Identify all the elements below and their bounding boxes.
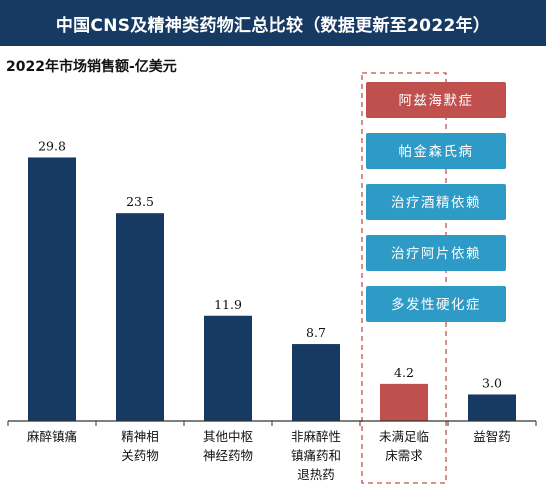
annotation-box-label: 多发性硬化症 [391,296,481,313]
x-tick-label: 麻醉镇痛 [27,429,77,444]
x-tick-label: 退热药 [297,467,335,482]
chart-title: 中国CNS及精神类药物汇总比较（数据更新至2022年） [0,0,546,46]
x-tick-label: 精神相 [121,429,159,444]
x-tick-label: 其他中枢 [203,429,253,444]
bar [28,157,76,422]
bar [468,394,516,421]
annotation-box [366,133,506,169]
chart-subtitle: 2022年市场销售额-亿美元 [6,59,177,75]
x-tick-label: 关药物 [121,448,159,463]
annotation-box [366,184,506,220]
bar-value-label: 4.2 [394,365,414,380]
x-tick-label: 镇痛药和 [291,448,341,463]
x-tick-label: 神经药物 [203,448,253,463]
bar [292,344,340,421]
bar-value-label: 3.0 [482,375,502,390]
x-tick-label: 益智药 [473,429,511,444]
annotation-box-label: 阿兹海默症 [399,93,474,109]
bar-value-label: 11.9 [214,297,242,312]
annotation-box-label: 治疗酒精依赖 [391,195,481,211]
bar-value-label: 8.7 [306,325,326,340]
x-tick-label: 床需求 [385,448,423,463]
bar-value-label: 23.5 [126,194,154,209]
bar-value-label: 29.8 [38,138,66,153]
annotation-box [366,82,506,118]
annotation-box [366,235,506,271]
unmet-need-dashed-region [361,72,447,484]
annotation-box-label: 帕金森氏病 [399,144,474,160]
bar [116,213,164,421]
bar [380,383,428,421]
annotation-box-label: 治疗阿片依赖 [391,246,481,262]
x-tick-label: 未满足临 [379,429,429,444]
bar [204,315,252,421]
x-tick-label: 非麻醉性 [291,429,341,444]
annotation-box [366,286,506,322]
